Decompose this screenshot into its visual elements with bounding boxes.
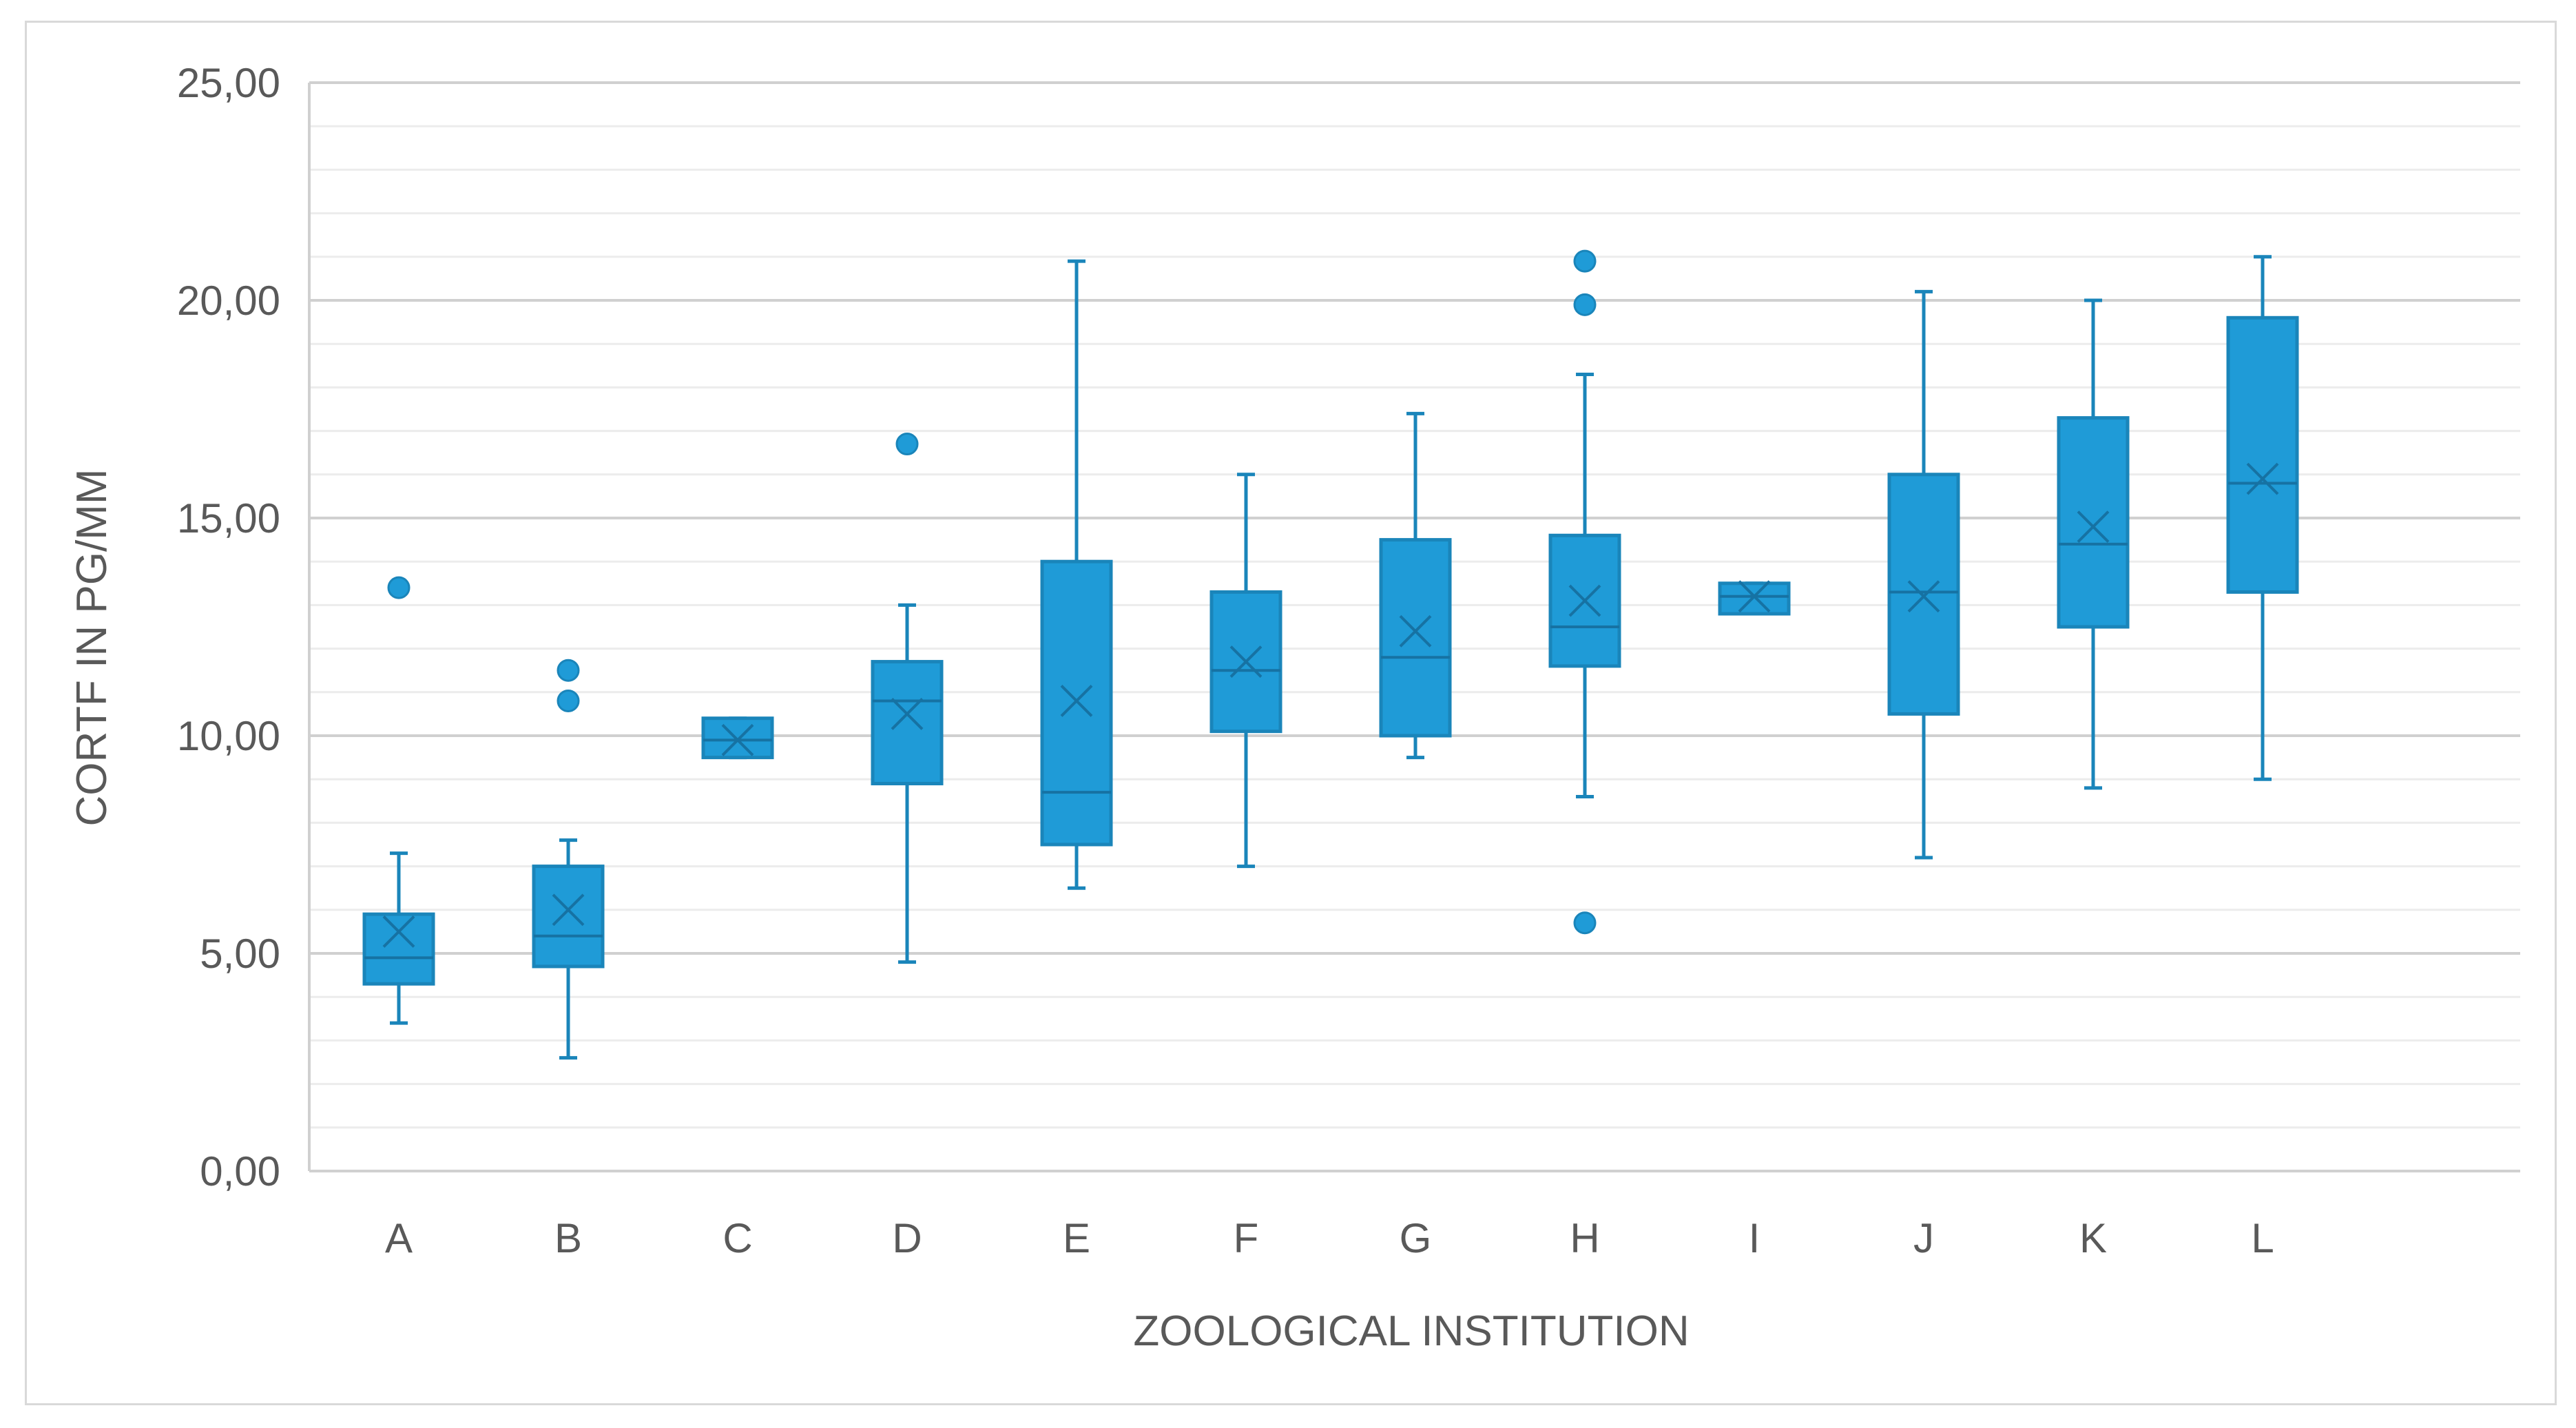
mean-marker	[552, 893, 585, 927]
x-axis-title: ZOOLOGICAL INSTITUTION	[1133, 1307, 1689, 1355]
x-tick-label: J	[1913, 1215, 1934, 1261]
interquartile-box	[1040, 559, 1113, 847]
mean-marker	[1738, 580, 1771, 613]
x-tick-label: I	[1749, 1215, 1760, 1261]
outlier-point	[1573, 911, 1597, 935]
y-tick-label: 0,00	[200, 1148, 280, 1194]
x-tick-label: B	[554, 1215, 582, 1261]
interquartile-box	[701, 716, 774, 760]
interquartile-box	[1887, 473, 1960, 716]
x-tick-label: C	[723, 1215, 752, 1261]
mean-marker	[891, 697, 924, 730]
interquartile-box	[1379, 538, 1452, 738]
box-K	[2057, 298, 2130, 790]
x-tick-label: E	[1063, 1215, 1090, 1261]
y-tick-label: 10,00	[177, 713, 280, 759]
box-I	[1718, 580, 1791, 616]
y-tick-label: 5,00	[200, 931, 280, 977]
mean-marker	[721, 723, 754, 756]
y-tick-label: 15,00	[177, 495, 280, 541]
box-G	[1379, 411, 1452, 760]
y-axis-title: CORTF IN PG/MM	[68, 469, 116, 827]
box-A	[362, 576, 435, 1025]
mean-marker	[2077, 510, 2110, 544]
box-B	[532, 659, 605, 1060]
chart-frame: 0,00 5,00 10,00 15,00 20,00 25,00 A B C D E F G H I J K…	[25, 21, 2557, 1405]
box-F	[1209, 473, 1282, 869]
plot-area	[362, 249, 2299, 1060]
outlier-point	[1573, 249, 1597, 273]
box-plot-chart: 0,00 5,00 10,00 15,00 20,00 25,00 A B C D E F G H I J K…	[68, 60, 2520, 1355]
y-tick-label: 20,00	[177, 278, 280, 324]
mean-marker	[1060, 685, 1093, 717]
box-J	[1887, 289, 1960, 860]
y-axis-tick-labels: 0,00 5,00 10,00 15,00 20,00 25,00	[177, 60, 280, 1194]
box-D	[871, 433, 944, 964]
interquartile-box	[2226, 315, 2299, 594]
outlier-point	[387, 576, 411, 599]
x-axis-tick-labels: A B C D E F G H I J K L	[385, 1215, 2274, 1261]
interquartile-box	[362, 912, 435, 986]
mean-marker	[2246, 462, 2279, 495]
outlier-point	[557, 689, 580, 712]
interquartile-box	[2057, 416, 2130, 629]
box-H	[1548, 249, 1621, 935]
outlier-point	[895, 433, 919, 456]
x-tick-label: L	[2251, 1215, 2274, 1261]
interquartile-box	[1718, 581, 1791, 616]
y-tick-label: 25,00	[177, 60, 280, 106]
interquartile-box	[871, 660, 944, 786]
mean-marker	[382, 915, 415, 948]
mean-marker	[1399, 614, 1432, 648]
mean-marker	[1907, 580, 1940, 613]
outlier-point	[557, 659, 580, 682]
x-tick-label: A	[385, 1215, 413, 1261]
mean-marker	[1568, 584, 1601, 617]
x-tick-label: F	[1234, 1215, 1259, 1261]
box-E	[1040, 259, 1113, 890]
x-tick-label: K	[2079, 1215, 2107, 1261]
x-tick-label: G	[1400, 1215, 1432, 1261]
box-C	[701, 716, 774, 760]
x-tick-label: D	[892, 1215, 922, 1261]
interquartile-box	[532, 865, 605, 969]
mean-marker	[1229, 645, 1263, 678]
outlier-point	[1573, 293, 1597, 316]
box-L	[2226, 255, 2299, 781]
x-tick-label: H	[1570, 1215, 1599, 1261]
